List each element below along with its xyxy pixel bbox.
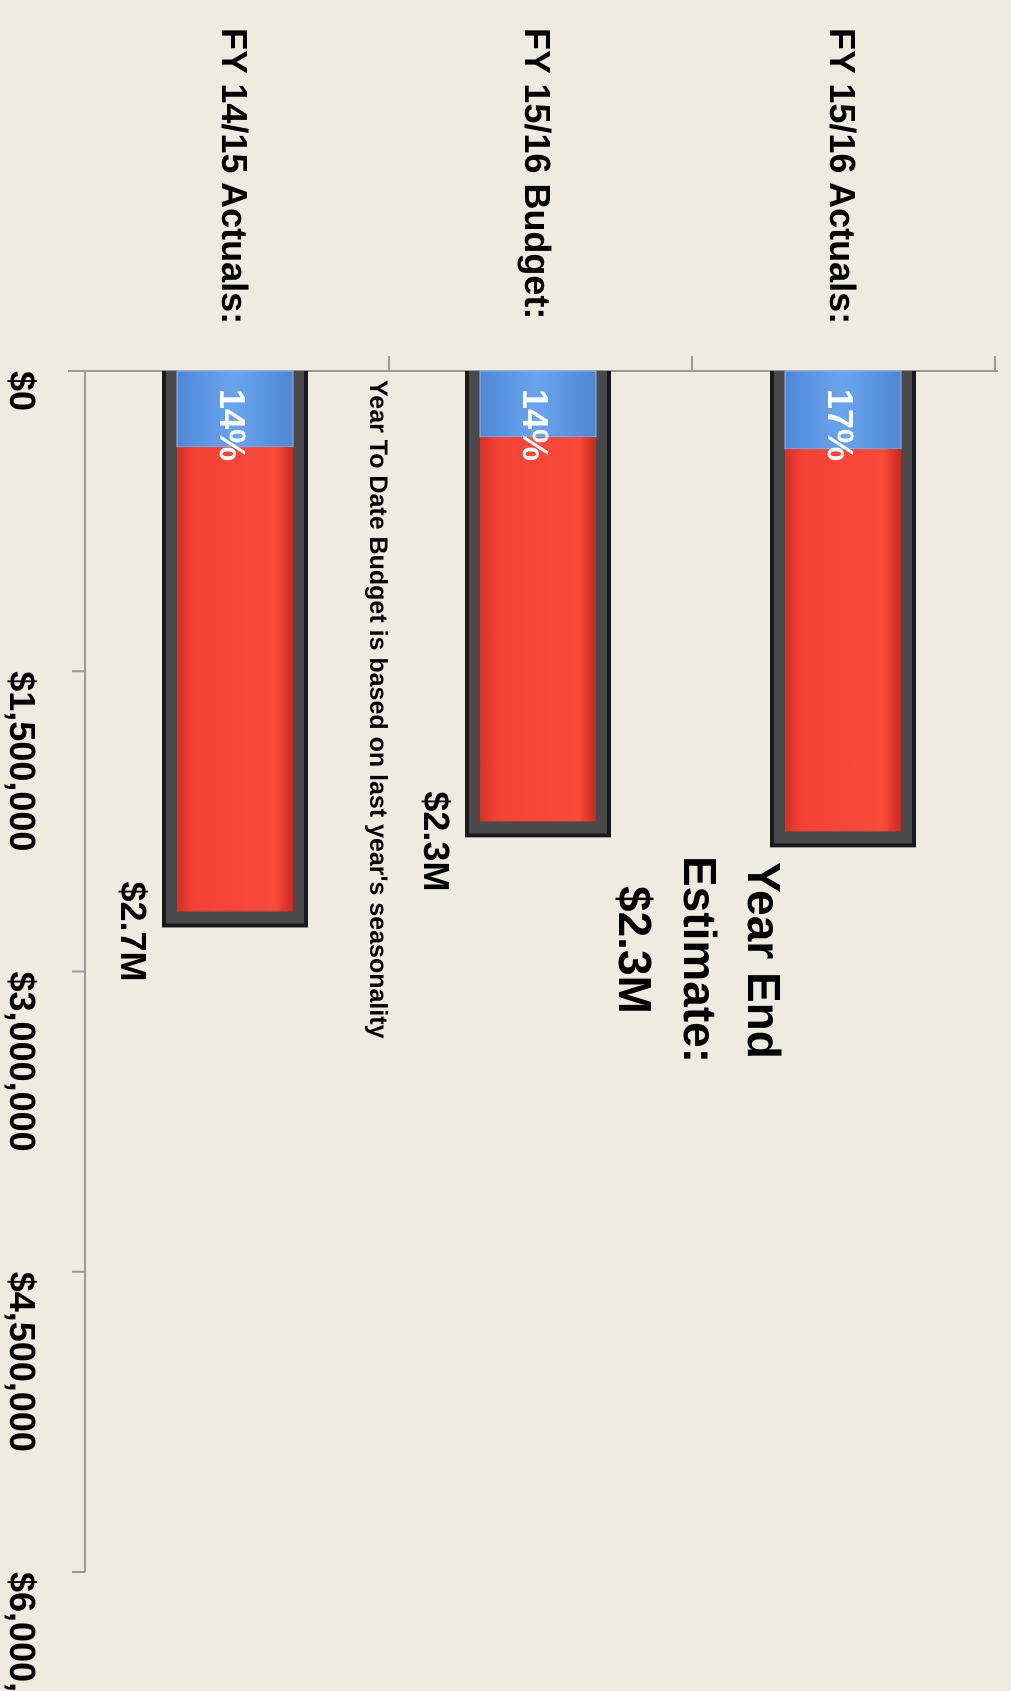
value-axis-tick-label: $6,000,000 — [2, 1572, 43, 1691]
percent-label: 14% — [212, 389, 253, 461]
bar-segment-remaining — [480, 437, 596, 822]
estimate-line2: Estimate: — [674, 856, 726, 1063]
bar-segment-remaining — [785, 449, 901, 832]
bar-segment-ytd — [176, 370, 294, 448]
value-axis-tick-label: $3,000,000 — [2, 972, 43, 1152]
seasonality-note: Year To Date Budget is based on last yea… — [364, 380, 392, 1039]
bar-segment-ytd — [784, 370, 902, 450]
value-axis-tick-label: $4,500,000 — [2, 1272, 43, 1452]
bar-segment-remaining — [177, 447, 293, 912]
value-axis-tick-label: $0 — [2, 371, 43, 411]
category-label: FY 14/15 Actuals: — [214, 28, 255, 324]
category-label: FY 15/16 Budget: — [517, 28, 558, 319]
percent-label: 17% — [820, 389, 861, 461]
percent-label: 14% — [515, 389, 556, 461]
estimate-value: $2.3M — [609, 886, 661, 1014]
estimate-line1: Year End — [738, 862, 790, 1059]
category-label: FY 15/16 Actuals: — [822, 28, 863, 324]
value-axis-tick-label: $1,500,000 — [2, 671, 43, 851]
total-label: $2.7M — [113, 881, 154, 981]
total-label: $2.3M — [416, 791, 457, 891]
